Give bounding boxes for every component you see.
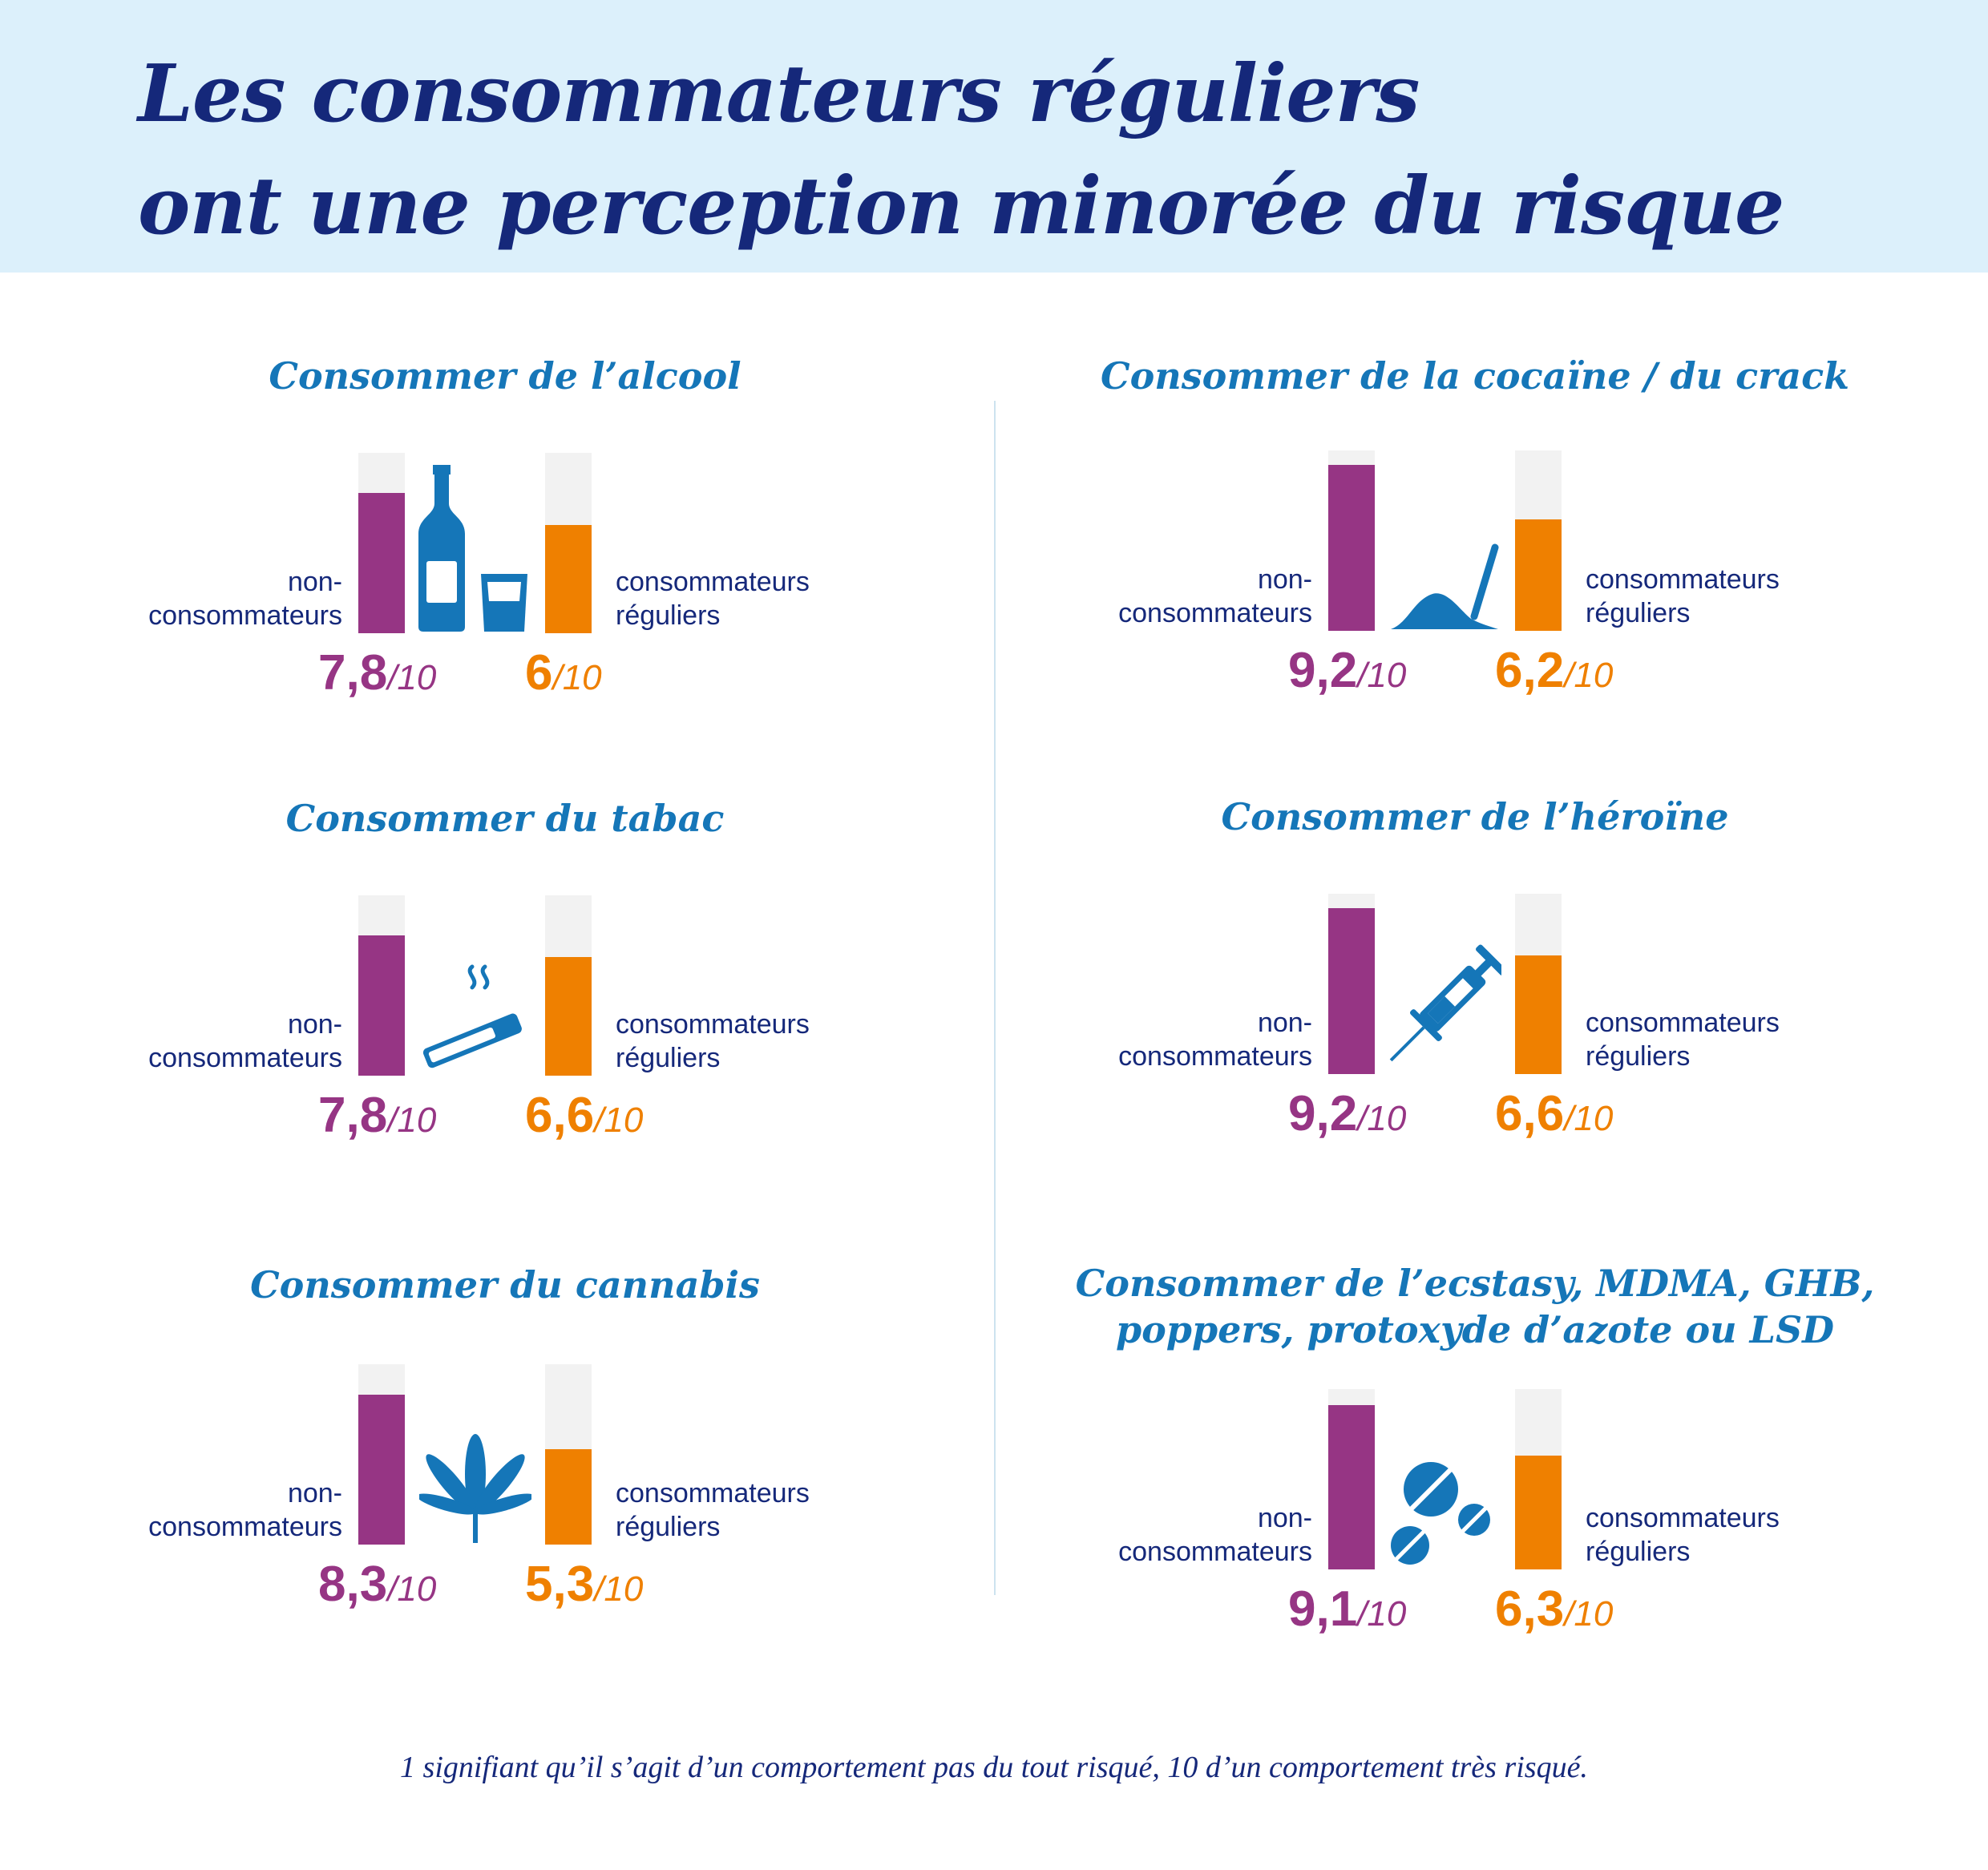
category-label-non-consommateurs: non-consommateurs <box>148 567 342 631</box>
score-value: 9,2 <box>1288 643 1358 698</box>
score-value: 6 <box>525 645 553 701</box>
bottle-glass-icon <box>415 465 535 636</box>
bar-track <box>1328 894 1375 1074</box>
bar-non-consommateurs <box>1328 908 1375 1074</box>
category-label-consommateurs-reguliers: consommateurs réguliers <box>616 567 810 631</box>
bar-track <box>358 895 405 1076</box>
score-non-consommateurs: 9,2/10 <box>1288 1086 1406 1155</box>
chart-title: Consommer de la cocaïne / du crack <box>1101 354 1849 398</box>
score-unit: /10 <box>1564 1099 1614 1138</box>
bar-track <box>1328 1389 1375 1569</box>
score-non-consommateurs: 7,8/10 <box>318 645 436 714</box>
score-value: 6,6 <box>1495 1086 1565 1141</box>
category-label-non-consommateurs: non-consommateurs <box>1118 564 1312 628</box>
bar-track <box>1515 1389 1562 1569</box>
score-unit: /10 <box>594 1101 644 1140</box>
bar-consommateurs-reguliers <box>545 956 592 1076</box>
page-title: Les consommateurs réguliers ont une perc… <box>138 48 1784 252</box>
category-label-consommateurs-reguliers: consommateurs réguliers <box>1586 1503 1780 1567</box>
cigarette-icon <box>419 963 531 1079</box>
score-unit: /10 <box>387 1101 437 1140</box>
score-value: 6,2 <box>1495 643 1565 698</box>
score-unit: /10 <box>1357 1594 1407 1634</box>
bar-consommateurs-reguliers <box>545 525 592 633</box>
score-unit: /10 <box>1564 656 1614 695</box>
chart-title: Consommer du tabac <box>285 797 725 840</box>
score-consommateurs-reguliers: 6,6/10 <box>525 1088 643 1157</box>
bar-non-consommateurs <box>358 1395 405 1545</box>
bar-non-consommateurs <box>1328 1405 1375 1569</box>
bar-track <box>545 895 592 1076</box>
score-consommateurs-reguliers: 5,3/10 <box>525 1557 643 1626</box>
category-label-consommateurs-reguliers: consommateurs réguliers <box>616 1009 810 1073</box>
score-value: 9,2 <box>1288 1086 1358 1141</box>
bar-consommateurs-reguliers <box>1515 955 1562 1074</box>
score-unit: /10 <box>1357 1099 1407 1138</box>
bar-track <box>358 453 405 633</box>
syringe-icon <box>1389 938 1507 1077</box>
category-label-non-consommateurs: non-consommateurs <box>148 1009 342 1073</box>
score-value: 6,3 <box>1495 1581 1565 1637</box>
bar-consommateurs-reguliers <box>545 1448 592 1545</box>
score-non-consommateurs: 9,1/10 <box>1288 1581 1406 1650</box>
category-label-consommateurs-reguliers: consommateurs réguliers <box>1586 564 1780 628</box>
bar-track <box>1328 450 1375 631</box>
bar-non-consommateurs <box>1328 465 1375 631</box>
chart-title: Consommer du cannabis <box>250 1263 760 1307</box>
category-label-non-consommateurs: non-consommateurs <box>1118 1503 1312 1567</box>
category-label-consommateurs-reguliers: consommateurs réguliers <box>616 1478 810 1542</box>
score-unit: /10 <box>387 1569 437 1609</box>
score-value: 6,6 <box>525 1088 595 1143</box>
bar-track <box>1515 894 1562 1074</box>
score-value: 8,3 <box>318 1557 388 1612</box>
score-consommateurs-reguliers: 6/10 <box>525 645 602 714</box>
bar-non-consommateurs <box>358 492 405 633</box>
score-value: 5,3 <box>525 1557 595 1612</box>
chart-title: Consommer de l’alcool <box>269 354 741 398</box>
score-unit: /10 <box>1357 656 1407 695</box>
cannabis-leaf-icon <box>416 1432 534 1548</box>
header-banner: Les consommateurs réguliers ont une perc… <box>0 0 1988 273</box>
score-value: 7,8 <box>318 1088 388 1143</box>
score-consommateurs-reguliers: 6,3/10 <box>1495 1581 1613 1650</box>
bar-consommateurs-reguliers <box>1515 1456 1562 1569</box>
bar-track <box>358 1364 405 1545</box>
chart-title: Consommer de l’héroïne <box>1221 795 1729 838</box>
score-value: 9,1 <box>1288 1581 1358 1637</box>
score-unit: /10 <box>594 1569 644 1609</box>
pills-icon <box>1389 1457 1501 1573</box>
score-non-consommateurs: 8,3/10 <box>318 1557 436 1626</box>
category-label-consommateurs-reguliers: consommateurs réguliers <box>1586 1008 1780 1072</box>
bar-track <box>545 453 592 633</box>
score-value: 7,8 <box>318 645 388 701</box>
score-non-consommateurs: 9,2/10 <box>1288 643 1406 712</box>
score-non-consommateurs: 7,8/10 <box>318 1088 436 1157</box>
score-unit: /10 <box>1564 1594 1614 1634</box>
category-label-non-consommateurs: non-consommateurs <box>148 1478 342 1542</box>
bar-consommateurs-reguliers <box>1515 519 1562 631</box>
bar-track <box>545 1364 592 1545</box>
footnote: 1 signifiant qu’il s’agit d’un comportem… <box>400 1751 1588 1784</box>
score-consommateurs-reguliers: 6,2/10 <box>1495 643 1613 712</box>
column-divider <box>994 401 996 1595</box>
score-unit: /10 <box>552 658 602 697</box>
chart-title: Consommer de l’ecstasy, MDMA, GHB, poppe… <box>1075 1262 1875 1351</box>
bar-non-consommateurs <box>358 935 405 1076</box>
score-unit: /10 <box>387 658 437 697</box>
powder-straw-icon <box>1389 543 1501 634</box>
bar-track <box>1515 450 1562 631</box>
category-label-non-consommateurs: non-consommateurs <box>1118 1008 1312 1072</box>
score-consommateurs-reguliers: 6,6/10 <box>1495 1086 1613 1155</box>
